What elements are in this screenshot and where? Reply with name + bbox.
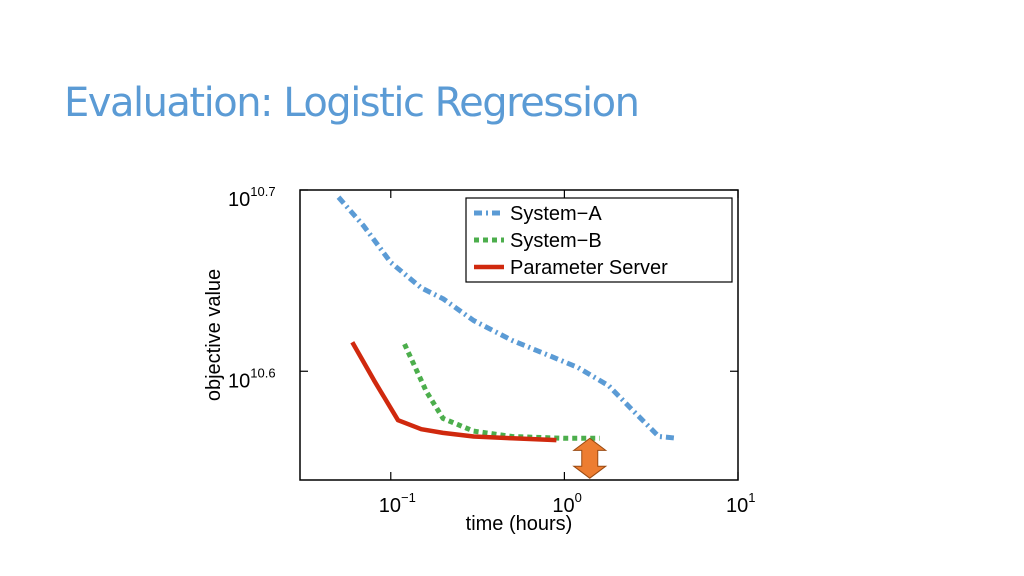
x-axis-label: time (hours) xyxy=(466,513,573,535)
x-tick-label: 100 xyxy=(552,490,581,517)
plot-frame xyxy=(299,189,739,481)
gap-double-arrow xyxy=(572,437,608,479)
series-layer xyxy=(336,195,679,443)
axis-ticks: 10−1 100 101 1010.6 1010.7 xyxy=(228,184,755,517)
x-tick-label: 101 xyxy=(726,490,755,517)
series-parameter-server xyxy=(350,341,557,443)
legend-label: System−B xyxy=(510,230,602,252)
series-system-b xyxy=(402,343,600,441)
legend-label: System−A xyxy=(510,203,602,225)
y-axis-label: objective value xyxy=(203,269,225,401)
slide-title: Evaluation: Logistic Regression xyxy=(64,80,640,126)
legend-item-system-a: System−A xyxy=(474,203,602,225)
legend: System−A System−B Parameter Server xyxy=(465,197,733,283)
legend-item-system-b: System−B xyxy=(474,230,602,252)
series-system-a xyxy=(336,195,679,441)
annotation-layer xyxy=(572,437,608,479)
x-tick-label: 10−1 xyxy=(379,490,416,517)
legend-label: Parameter Server xyxy=(510,257,668,279)
y-tick-label: 1010.7 xyxy=(228,184,276,211)
legend-item-parameter-server: Parameter Server xyxy=(474,257,668,279)
legend-box xyxy=(465,197,733,283)
y-tick-label: 1010.6 xyxy=(228,365,276,392)
